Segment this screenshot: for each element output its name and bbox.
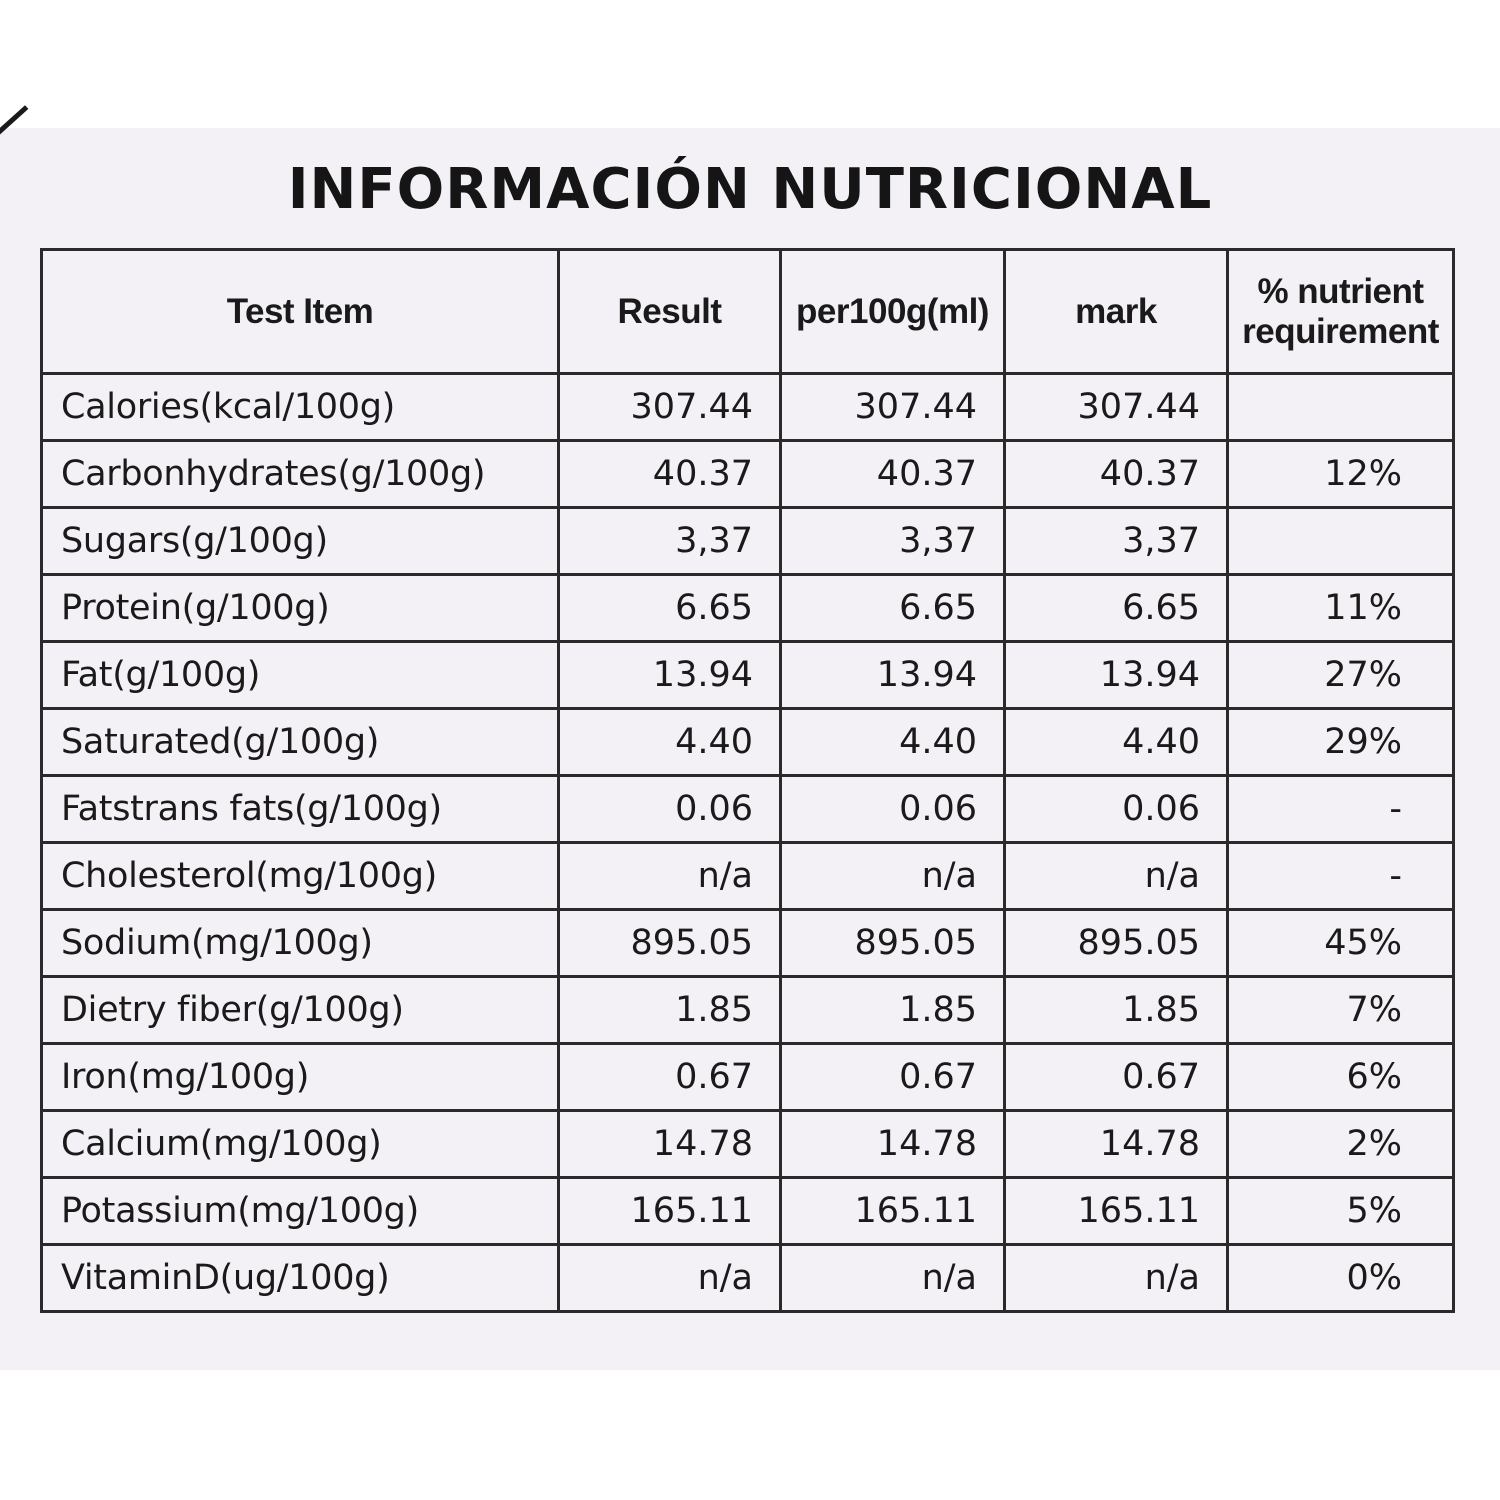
- table-row: Carbonhydrates(g/100g) 40.37 40.37 40.37 12%: [40, 439, 1455, 509]
- table-header: Test Item Result per100g(ml) mark % nutr…: [40, 248, 1455, 375]
- cell-mark: 895.05: [1003, 908, 1229, 978]
- cell-result: 895.05: [557, 908, 782, 978]
- cell-mark: 14.78: [1003, 1109, 1229, 1179]
- cell-test-item: Sodium(mg/100g): [40, 908, 560, 978]
- header-nutrient-requirement: % nutrient requirement: [1226, 248, 1455, 375]
- cell-test-item: Protein(g/100g): [40, 573, 560, 643]
- cell-nutrient-requirement: [1226, 506, 1455, 576]
- header-result: Result: [557, 248, 782, 375]
- cell-result: 0.67: [557, 1042, 782, 1112]
- cell-mark: 4.40: [1003, 707, 1229, 777]
- header-test-item: Test Item: [40, 248, 560, 375]
- cell-nutrient-requirement: 7%: [1226, 975, 1455, 1045]
- cell-per100g: 6.65: [779, 573, 1006, 643]
- cell-per100g: 0.67: [779, 1042, 1006, 1112]
- cell-per100g: 14.78: [779, 1109, 1006, 1179]
- cell-nutrient-requirement: -: [1226, 841, 1455, 911]
- cell-per100g: n/a: [779, 1243, 1006, 1313]
- cell-nutrient-requirement: 11%: [1226, 573, 1455, 643]
- cell-result: 40.37: [557, 439, 782, 509]
- cell-test-item: Sugars(g/100g): [40, 506, 560, 576]
- cell-per100g: 165.11: [779, 1176, 1006, 1246]
- cell-mark: 1.85: [1003, 975, 1229, 1045]
- cell-nutrient-requirement: 12%: [1226, 439, 1455, 509]
- cell-per100g: n/a: [779, 841, 1006, 911]
- cell-mark: 165.11: [1003, 1176, 1229, 1246]
- cell-result: 13.94: [557, 640, 782, 710]
- cell-mark: n/a: [1003, 841, 1229, 911]
- table-row: Cholesterol(mg/100g) n/a n/a n/a -: [40, 841, 1455, 911]
- cell-test-item: Dietry fiber(g/100g): [40, 975, 560, 1045]
- cell-result: 307.44: [557, 372, 782, 442]
- cell-per100g: 895.05: [779, 908, 1006, 978]
- header-row: Test Item Result per100g(ml) mark % nutr…: [40, 248, 1455, 375]
- cell-per100g: 0.06: [779, 774, 1006, 844]
- table-body: Calories(kcal/100g) 307.44 307.44 307.44 Car…: [40, 372, 1455, 1313]
- cell-test-item: Saturated(g/100g): [40, 707, 560, 777]
- cell-result: 0.06: [557, 774, 782, 844]
- table-row: Protein(g/100g) 6.65 6.65 6.65 11%: [40, 573, 1455, 643]
- cell-result: n/a: [557, 1243, 782, 1313]
- table-row: Iron(mg/100g) 0.67 0.67 0.67 6%: [40, 1042, 1455, 1112]
- cell-test-item: Fat(g/100g): [40, 640, 560, 710]
- cell-test-item: Iron(mg/100g): [40, 1042, 560, 1112]
- cell-per100g: 4.40: [779, 707, 1006, 777]
- cell-nutrient-requirement: 0%: [1226, 1243, 1455, 1313]
- cell-test-item: Calories(kcal/100g): [40, 372, 560, 442]
- cell-mark: n/a: [1003, 1243, 1229, 1313]
- cell-mark: 13.94: [1003, 640, 1229, 710]
- table-row: Fatstrans fats(g/100g) 0.06 0.06 0.06-: [40, 774, 1455, 844]
- cell-per100g: 13.94: [779, 640, 1006, 710]
- table-row: Sodium(mg/100g) 895.05 895.05 895.05 45%: [40, 908, 1455, 978]
- cell-test-item: Fatstrans fats(g/100g): [40, 774, 560, 844]
- table-row: Sugars(g/100g) 3,37 3,37 3,37: [40, 506, 1455, 576]
- table-row: Calories(kcal/100g) 307.44 307.44 307.44: [40, 372, 1455, 442]
- cell-nutrient-requirement: 5%: [1226, 1176, 1455, 1246]
- nutrition-table: Test Item Result per100g(ml) mark % nutr…: [40, 248, 1455, 1313]
- cell-test-item: Cholesterol(mg/100g): [40, 841, 560, 911]
- table-row: VitaminD(ug/100g) n/a n/a n/a 0%: [40, 1243, 1455, 1313]
- cell-nutrient-requirement: 27%: [1226, 640, 1455, 710]
- cell-result: 1.85: [557, 975, 782, 1045]
- cell-test-item: Potassium(mg/100g): [40, 1176, 560, 1246]
- cell-result: 165.11: [557, 1176, 782, 1246]
- cell-nutrient-requirement: 29%: [1226, 707, 1455, 777]
- cell-result: 3,37: [557, 506, 782, 576]
- cell-nutrient-requirement: 6%: [1226, 1042, 1455, 1112]
- table-row: Fat(g/100g) 13.94 13.94 13.94 27%: [40, 640, 1455, 710]
- cell-per100g: 40.37: [779, 439, 1006, 509]
- table-row: Dietry fiber(g/100g) 1.85 1.85 1.85 7%: [40, 975, 1455, 1045]
- cell-per100g: 307.44: [779, 372, 1006, 442]
- page-title: INFORMACIÓN NUTRICIONAL: [287, 157, 1213, 222]
- table-row: Calcium(mg/100g) 14.78 14.78 14.78 2%: [40, 1109, 1455, 1179]
- cell-result: 14.78: [557, 1109, 782, 1179]
- cell-test-item: Carbonhydrates(g/100g): [40, 439, 560, 509]
- cell-mark: 6.65: [1003, 573, 1229, 643]
- cell-mark: 0.06: [1003, 774, 1229, 844]
- cell-result: 4.40: [557, 707, 782, 777]
- table-row: Saturated(g/100g) 4.40 4.40 4.40 29%: [40, 707, 1455, 777]
- header-mark: mark: [1003, 248, 1229, 375]
- table-row: Potassium(mg/100g) 165.11 165.11 165.11 5%: [40, 1176, 1455, 1246]
- cell-per100g: 1.85: [779, 975, 1006, 1045]
- header-per100g: per100g(ml): [779, 248, 1006, 375]
- cell-nutrient-requirement: -: [1226, 774, 1455, 844]
- cell-nutrient-requirement: 2%: [1226, 1109, 1455, 1179]
- cell-test-item: VitaminD(ug/100g): [40, 1243, 560, 1313]
- cell-mark: 3,37: [1003, 506, 1229, 576]
- cell-mark: 0.67: [1003, 1042, 1229, 1112]
- cell-result: n/a: [557, 841, 782, 911]
- cell-nutrient-requirement: 45%: [1226, 908, 1455, 978]
- cell-mark: 307.44: [1003, 372, 1229, 442]
- cell-per100g: 3,37: [779, 506, 1006, 576]
- cell-mark: 40.37: [1003, 439, 1229, 509]
- cell-test-item: Calcium(mg/100g): [40, 1109, 560, 1179]
- cell-nutrient-requirement: [1226, 372, 1455, 442]
- cell-result: 6.65: [557, 573, 782, 643]
